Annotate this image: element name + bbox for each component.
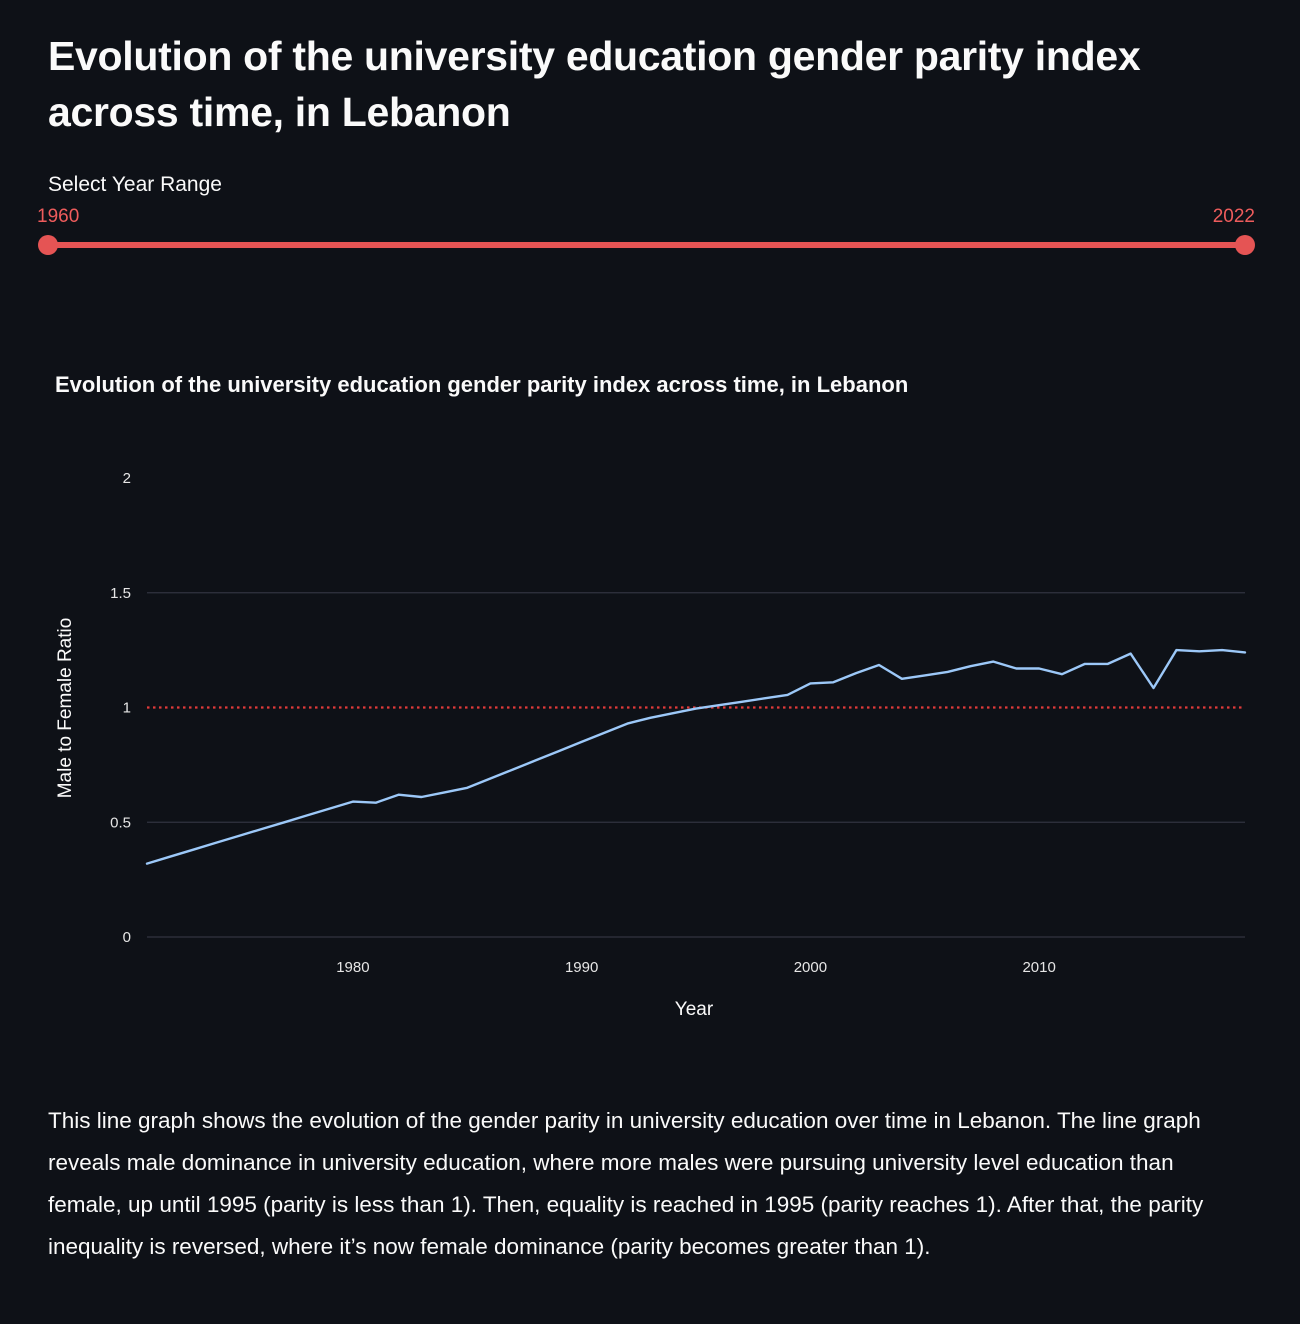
chart-description: This line graph shows the evolution of t… <box>48 1108 1204 1259</box>
page-title: Evolution of the university education ge… <box>48 33 1141 135</box>
slider-handle-max[interactable] <box>1235 235 1255 255</box>
chart-gridlines <box>147 592 1245 938</box>
y-axis-ticks: 0 0.5 1 1.5 2 <box>110 470 131 946</box>
x-axis-title: Year <box>675 999 714 1020</box>
y-tick-label: 1 <box>123 700 131 717</box>
slider-label: Select Year Range <box>48 173 222 196</box>
y-tick-label: 1.5 <box>110 585 131 602</box>
slider-max-value: 2022 <box>1212 206 1255 227</box>
parity-line-chart: Evolution of the university education ge… <box>55 372 1247 1020</box>
slider-min-value: 1960 <box>37 206 80 227</box>
y-tick-label: 0.5 <box>110 814 131 831</box>
year-range-slider[interactable]: Select Year Range 1960 2022 <box>37 170 1258 270</box>
slider-handle-min[interactable] <box>38 235 58 255</box>
series-line-group <box>145 648 1247 865</box>
x-tick-label: 2000 <box>794 959 827 976</box>
y-axis-title: Male to Female Ratio <box>55 618 76 799</box>
x-axis-ticks: 1980 1990 2000 2010 <box>336 959 1056 976</box>
series-line <box>145 648 1247 865</box>
chart-title: Evolution of the university education ge… <box>55 372 908 397</box>
x-tick-label: 1980 <box>336 959 369 976</box>
x-tick-label: 2010 <box>1022 959 1055 976</box>
slider-track[interactable] <box>48 242 1245 248</box>
x-tick-label: 1990 <box>565 959 598 976</box>
y-tick-label: 0 <box>123 929 131 946</box>
y-tick-label: 2 <box>123 470 131 487</box>
